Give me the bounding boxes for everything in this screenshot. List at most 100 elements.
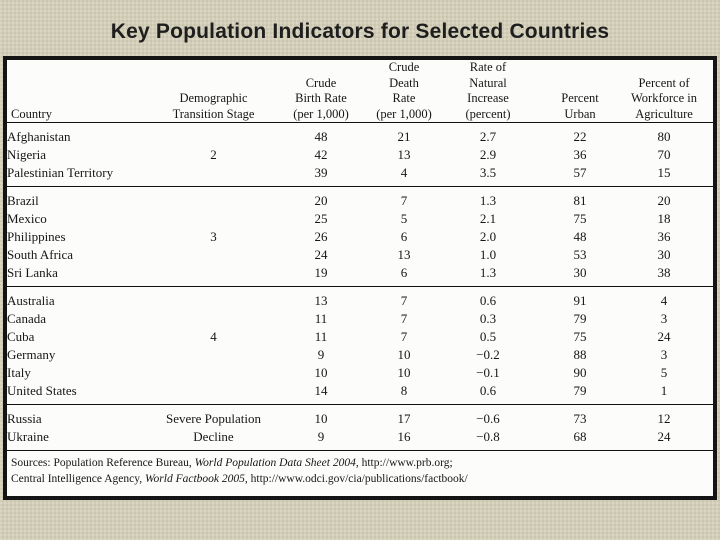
column-header-natural-increase: Rate of Natural Increase (percent): [465, 60, 511, 121]
table-row: South Africa 24 13 1.0 53 30: [7, 246, 713, 264]
table-cell: 10: [397, 347, 411, 362]
table-cell: 8: [400, 383, 408, 398]
table-cell: Severe Population: [166, 411, 261, 426]
table-cell: 10: [314, 411, 328, 426]
table-cell-filler: [699, 310, 713, 328]
table-cell: 91: [573, 293, 587, 308]
table-cell-filler: [699, 164, 713, 187]
table-row: Philippines 3 26 6 2.0 48 36: [7, 228, 713, 246]
table-cell: 2.9: [479, 147, 497, 162]
table-cell: 70: [657, 147, 671, 162]
table-cell: [148, 123, 279, 147]
table-cell: 42: [314, 147, 328, 162]
table-row: Italy 10 10 −0.1 90 5: [7, 364, 713, 382]
table-cell: 21: [397, 129, 411, 144]
table-cell: [148, 310, 279, 328]
table-cell: Palestinian Territory: [7, 165, 114, 180]
table-cell: 0.6: [479, 383, 497, 398]
table-cell: Russia: [7, 411, 42, 426]
table-cell: 7: [400, 193, 408, 208]
indicators-table: Country Demographic Transition Stage Cru…: [7, 60, 713, 450]
column-header-crude-birth-rate: Crude Birth Rate (per 1,000): [293, 75, 349, 121]
table-row: Ukraine Decline 9 16 −0.8 68 24: [7, 428, 713, 450]
table-cell: 1: [660, 383, 668, 398]
table-row: Mexico 25 5 2.1 75 18: [7, 210, 713, 228]
table-cell: 3: [660, 347, 668, 362]
table-cell: Sri Lanka: [7, 265, 58, 280]
source-text: Sources: Population Reference Bureau,: [11, 457, 195, 469]
table-cell: 75: [573, 329, 587, 344]
table-cell: 38: [657, 265, 671, 280]
column-header-filler: [699, 60, 713, 123]
table-cell: 15: [657, 165, 671, 180]
table-cell: −0.2: [476, 347, 500, 362]
table-cell: Cuba: [7, 329, 35, 344]
table-cell: United States: [7, 383, 77, 398]
table-cell: Ukraine: [7, 429, 49, 444]
table-cell-filler: [699, 187, 713, 211]
source-title-italic: World Factbook 2005: [145, 472, 245, 485]
table-cell: 90: [573, 365, 587, 380]
column-header-percent-urban: Percent Urban: [561, 91, 599, 121]
table-cell: 4: [210, 329, 217, 344]
table-cell-filler: [699, 246, 713, 264]
table-cell: 79: [573, 383, 587, 398]
table-cell: 3: [660, 311, 668, 326]
table-cell: 24: [657, 329, 671, 344]
table-cell-filler: [699, 405, 713, 429]
table-cell: 20: [657, 193, 671, 208]
table-cell: 75: [573, 211, 587, 226]
table-cell: −0.1: [476, 365, 500, 380]
column-header-workforce-agriculture: Percent of Workforce in Agriculture: [631, 75, 697, 121]
table-cell: [148, 287, 279, 311]
table-cell: 13: [314, 293, 328, 308]
country-group-2: Brazil 20 7 1.3 81 20 Mexico 25 5 2.1 75 18 Philippi…: [7, 186, 713, 287]
table-cell: 3: [210, 229, 217, 244]
table-cell: 5: [660, 365, 668, 380]
table-row: Afghanistan 48 21 2.7 22 80: [7, 123, 713, 147]
table-cell: −0.6: [476, 411, 500, 426]
sources-note: Sources: Population Reference Bureau, Wo…: [7, 450, 713, 493]
table-cell: 26: [314, 229, 328, 244]
table-cell: [148, 187, 279, 211]
table-cell: [148, 346, 279, 364]
table-cell-filler: [699, 123, 713, 147]
table-row: Nigeria 2 42 13 2.9 36 70: [7, 146, 713, 164]
table-cell-filler: [699, 328, 713, 346]
table-cell: 7: [400, 329, 408, 344]
table-cell: Afghanistan: [7, 129, 71, 144]
table-cell: 18: [657, 211, 671, 226]
table-cell-filler: [699, 228, 713, 246]
table-cell-filler: [699, 382, 713, 405]
table-cell: 36: [573, 147, 587, 162]
table-cell: Canada: [7, 311, 46, 326]
column-header-crude-death-rate: Crude Death Rate (per 1,000): [376, 60, 432, 121]
table-cell: 2.1: [479, 211, 497, 226]
table-cell: 48: [314, 129, 328, 144]
source-line-2: Central Intelligence Agency, World Factb…: [11, 472, 711, 488]
table-row: Brazil 20 7 1.3 81 20: [7, 187, 713, 211]
table-cell: South Africa: [7, 247, 74, 262]
table-cell: 30: [573, 265, 587, 280]
table-cell: 80: [657, 129, 671, 144]
table-cell: 1.0: [479, 247, 497, 262]
table-cell-filler: [699, 364, 713, 382]
table-cell: 2.0: [479, 229, 497, 244]
table-cell: 39: [314, 165, 328, 180]
table-cell: 2: [210, 147, 217, 162]
country-group-4: Russia Severe Population 10 17 −0.6 73 12 Ukrai…: [7, 404, 713, 451]
table-cell: [148, 264, 279, 287]
population-indicators-panel: Country Demographic Transition Stage Cru…: [3, 56, 717, 500]
table-row: Palestinian Territory 39 4 3.5 57 15: [7, 164, 713, 187]
table-cell-filler: [699, 264, 713, 287]
table-cell: Philippines: [7, 229, 66, 244]
table-cell: Mexico: [7, 211, 47, 226]
column-header-country: Country: [11, 106, 52, 121]
table-cell: [148, 382, 279, 405]
table-cell-filler: [699, 146, 713, 164]
table-cell: 2.7: [479, 129, 497, 144]
table-cell: Decline: [193, 429, 234, 444]
table-cell: 5: [400, 211, 408, 226]
table-cell: [148, 246, 279, 264]
